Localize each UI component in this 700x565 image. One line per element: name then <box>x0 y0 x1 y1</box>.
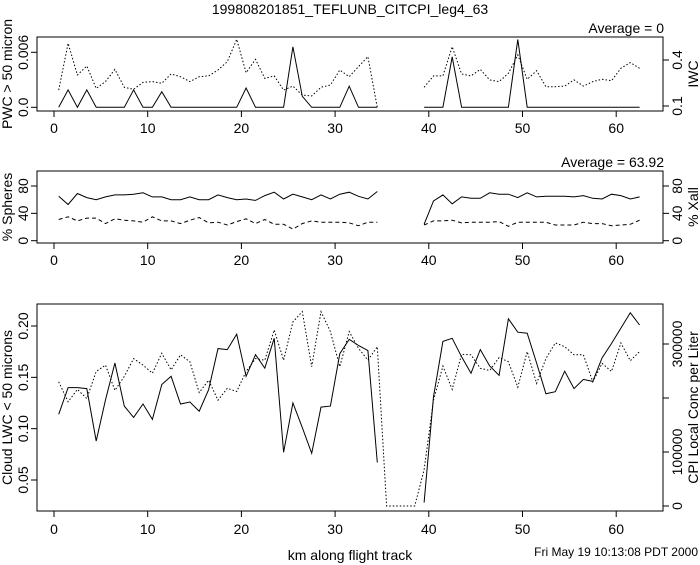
x-tick-label: 40 <box>421 120 437 136</box>
series-line-cloud-lwc-50-microns <box>58 311 640 503</box>
left-y-tick-label: 0.15 <box>15 363 31 390</box>
left-y-tick-label: 0.10 <box>15 415 31 442</box>
x-tick-label: 60 <box>608 120 624 136</box>
x-tick-label: 0 <box>50 521 58 537</box>
panel-3: 0 10 20 30 40 50 60 0.05 0.10 0.15 0.20 0 100000 3000… <box>0 303 700 537</box>
panel1-annotation: Average = 0 <box>588 20 664 36</box>
plot-frame <box>36 303 664 512</box>
right-y-tick-label: 0.1 <box>669 96 685 116</box>
x-tick-label: 20 <box>234 120 250 136</box>
x-tick-label: 20 <box>234 252 250 268</box>
timestamp: Fri May 19 10:13:08 PDT 2000 <box>534 545 698 559</box>
right-y-tick-label: 40 <box>669 205 685 221</box>
x-tick-label: 0 <box>50 120 58 136</box>
x-axis-label: km along flight track <box>288 547 413 563</box>
plot-frame <box>36 170 664 244</box>
right-y-tick-label: 0.4 <box>669 50 685 70</box>
left-y-tick-label: 40 <box>15 205 31 221</box>
plot-frame <box>36 36 664 112</box>
x-tick-label: 30 <box>327 521 343 537</box>
x-tick-label: 40 <box>421 252 437 268</box>
x-tick-label: 60 <box>608 252 624 268</box>
series-line-iwc <box>58 37 640 108</box>
series-line-pwc-50-micron <box>58 39 640 109</box>
x-tick-label: 20 <box>234 521 250 537</box>
chart-title: 199808201851_TEFLUNB_CITCPI_leg4_63 <box>212 1 489 17</box>
left-axis-title: PWC > 50 micron <box>0 19 15 129</box>
x-tick-label: 30 <box>327 252 343 268</box>
series-line--spheres <box>58 191 640 225</box>
x-tick-label: 0 <box>50 252 58 268</box>
panel-1: 0 10 20 30 40 50 60 0.0 0.006 0.1 0.4 PWC > 50 micr… <box>0 19 700 136</box>
x-tick-label: 50 <box>515 521 531 537</box>
right-y-tick-label: 80 <box>669 178 685 194</box>
right-y-tick-label: 100000 <box>669 428 685 475</box>
left-y-tick-label: 0 <box>15 237 31 245</box>
x-tick-label: 10 <box>140 252 156 268</box>
left-axis-title: Cloud LWC < 50 microns <box>0 330 15 485</box>
right-y-tick-label: 0 <box>669 237 685 245</box>
x-tick-label: 60 <box>608 521 624 537</box>
x-tick-label: 10 <box>140 521 156 537</box>
left-y-tick-label: 0.0 <box>15 97 31 117</box>
left-axis-title: % Spheres <box>0 173 15 241</box>
panel2-annotation: Average = 63.92 <box>561 154 664 170</box>
series-line--xall <box>58 216 640 230</box>
right-axis-title: % Xall <box>685 187 700 227</box>
left-y-tick-label: 0.006 <box>15 35 31 70</box>
x-tick-label: 40 <box>421 521 437 537</box>
x-tick-label: 50 <box>515 120 531 136</box>
series-line-cpi-local-conc-per-liter <box>58 309 640 507</box>
right-axis-title: IWC <box>685 60 700 87</box>
left-y-tick-label: 80 <box>15 178 31 194</box>
left-y-tick-label: 0.20 <box>15 312 31 339</box>
right-y-tick-label: 300000 <box>669 320 685 367</box>
x-tick-label: 30 <box>327 120 343 136</box>
right-axis-title: CPI Local Conc per Liter <box>685 331 700 484</box>
x-tick-label: 50 <box>515 252 531 268</box>
right-y-tick-label: 0 <box>669 502 685 510</box>
x-tick-label: 10 <box>140 120 156 136</box>
left-y-tick-label: 0.05 <box>15 466 31 493</box>
